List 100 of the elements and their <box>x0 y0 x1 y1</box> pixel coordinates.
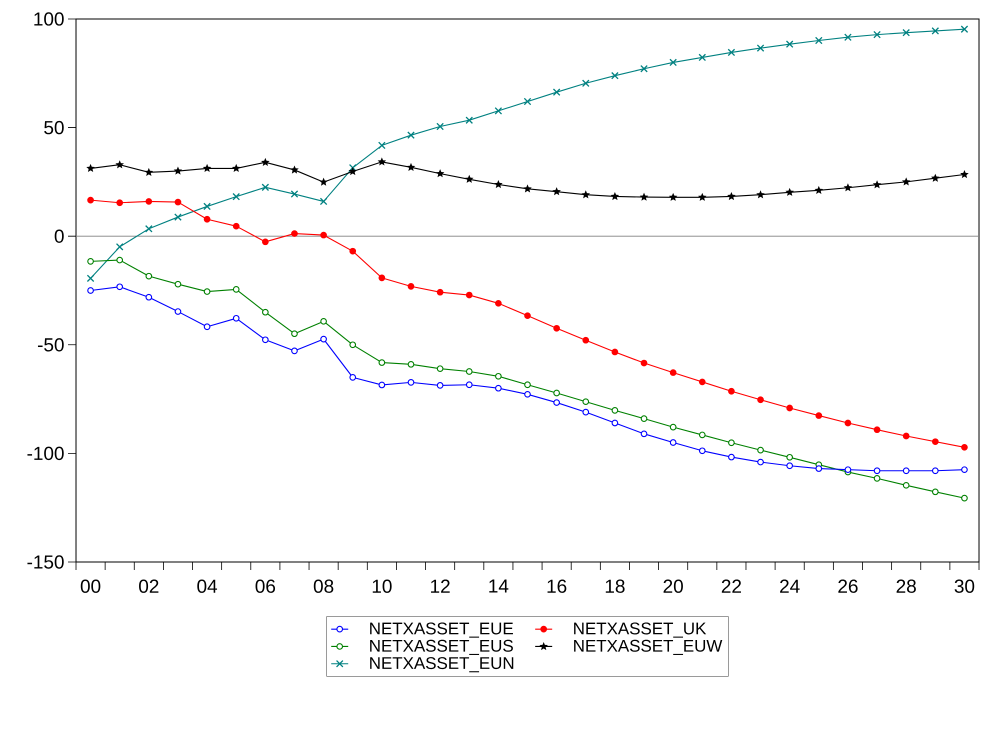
point <box>698 378 706 386</box>
point <box>932 488 939 496</box>
point <box>612 420 618 426</box>
point <box>786 454 794 461</box>
point <box>320 336 327 342</box>
x-tick-label: 02 <box>139 580 158 593</box>
point <box>668 192 678 201</box>
point <box>348 166 357 176</box>
point <box>815 412 822 419</box>
point <box>582 408 590 416</box>
point <box>436 169 444 178</box>
point <box>640 360 648 366</box>
point <box>262 183 270 192</box>
point <box>874 426 880 434</box>
x-tick-label: 14 <box>489 580 508 593</box>
point <box>610 192 620 200</box>
point <box>87 258 94 265</box>
point <box>844 183 852 192</box>
point <box>116 283 124 290</box>
point <box>698 54 706 62</box>
point <box>611 72 619 80</box>
x-tick-label: 00 <box>80 580 100 593</box>
point <box>436 365 444 372</box>
legend-label: NETXASSET_EUW <box>574 640 722 655</box>
point <box>640 430 648 438</box>
point <box>145 294 152 301</box>
point <box>349 374 356 381</box>
point <box>319 178 328 186</box>
point <box>204 216 210 223</box>
y-tick-label: -100 <box>27 446 64 460</box>
point <box>931 174 940 182</box>
point <box>931 27 940 35</box>
point <box>669 58 677 66</box>
y-tick-label: 50 <box>44 120 64 134</box>
point <box>320 318 327 325</box>
point <box>873 30 881 38</box>
point <box>640 64 648 73</box>
point <box>553 399 560 406</box>
x-tick-label: 10 <box>372 580 392 593</box>
point <box>378 274 386 282</box>
point <box>290 190 298 198</box>
point <box>290 165 299 174</box>
point <box>670 439 676 446</box>
point <box>757 458 764 466</box>
point <box>436 122 444 130</box>
point <box>524 98 532 106</box>
x-tick-label: 22 <box>722 580 741 593</box>
point <box>145 272 152 280</box>
point <box>640 415 648 422</box>
point <box>144 168 154 176</box>
point <box>786 40 794 48</box>
point <box>902 467 910 474</box>
point <box>640 192 648 201</box>
x-tick-label: 12 <box>431 580 450 593</box>
point <box>203 202 211 210</box>
point <box>87 287 94 294</box>
point <box>902 432 910 440</box>
point <box>612 407 618 414</box>
point <box>523 184 532 192</box>
point <box>86 164 95 172</box>
point <box>960 25 968 34</box>
point <box>786 462 794 470</box>
y-tick-label: 0 <box>54 229 64 243</box>
point <box>961 466 968 474</box>
point <box>960 170 969 178</box>
point <box>728 454 735 460</box>
legend-label: NETXASSET_UK <box>574 622 706 638</box>
point <box>291 230 298 237</box>
point <box>494 180 503 188</box>
legend-label: NETXASSET_EUN <box>370 657 514 672</box>
point <box>728 388 735 395</box>
point <box>86 274 94 282</box>
point <box>466 368 473 375</box>
point <box>756 190 765 198</box>
point <box>116 256 124 264</box>
point <box>115 160 124 168</box>
y-tick-label: -50 <box>38 338 64 352</box>
point <box>902 28 910 36</box>
point <box>202 164 212 172</box>
x-tick-label: 16 <box>548 580 566 593</box>
point <box>815 465 822 472</box>
point <box>961 494 968 502</box>
point <box>291 330 298 338</box>
point <box>757 396 764 404</box>
point <box>87 196 94 204</box>
point <box>349 341 356 348</box>
point <box>727 192 736 200</box>
point <box>378 157 386 166</box>
point <box>145 198 152 205</box>
point <box>174 198 182 206</box>
point <box>116 243 124 251</box>
point <box>174 308 182 315</box>
point <box>261 158 270 166</box>
point <box>698 192 707 201</box>
point <box>582 398 590 406</box>
point <box>872 180 882 188</box>
x-tick-label: 26 <box>838 580 858 593</box>
x-tick-label: 18 <box>606 580 625 593</box>
point <box>407 131 415 140</box>
point <box>844 466 852 474</box>
